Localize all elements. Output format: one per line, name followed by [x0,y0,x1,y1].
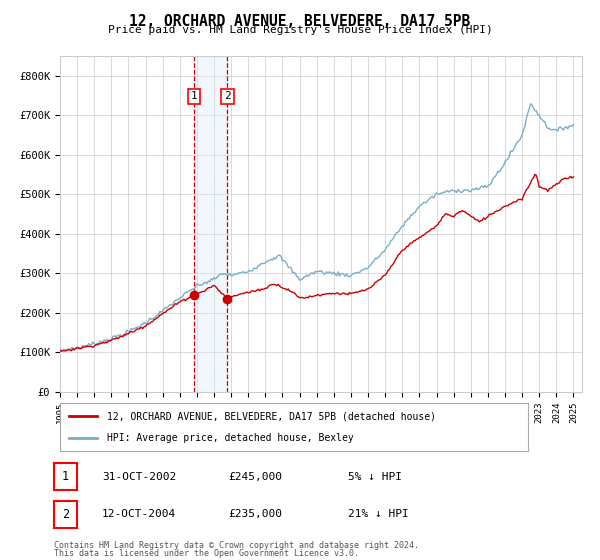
Text: 2: 2 [224,91,231,101]
Text: 1: 1 [191,91,197,101]
Text: 1: 1 [62,470,69,483]
Text: 12, ORCHARD AVENUE, BELVEDERE, DA17 5PB: 12, ORCHARD AVENUE, BELVEDERE, DA17 5PB [130,14,470,29]
Bar [194,56,227,392]
Text: 12-OCT-2004: 12-OCT-2004 [102,509,176,519]
Text: 2: 2 [62,507,69,521]
Text: Contains HM Land Registry data © Crown copyright and database right 2024.: Contains HM Land Registry data © Crown c… [54,541,419,550]
Text: 12, ORCHARD AVENUE, BELVEDERE, DA17 5PB (detached house): 12, ORCHARD AVENUE, BELVEDERE, DA17 5PB … [107,411,436,421]
Text: 5% ↓ HPI: 5% ↓ HPI [348,472,402,482]
Text: 31-OCT-2002: 31-OCT-2002 [102,472,176,482]
Text: This data is licensed under the Open Government Licence v3.0.: This data is licensed under the Open Gov… [54,549,359,558]
Text: 21% ↓ HPI: 21% ↓ HPI [348,509,409,519]
Text: £245,000: £245,000 [228,472,282,482]
Text: £235,000: £235,000 [228,509,282,519]
Text: HPI: Average price, detached house, Bexley: HPI: Average price, detached house, Bexl… [107,433,353,443]
Text: Price paid vs. HM Land Registry's House Price Index (HPI): Price paid vs. HM Land Registry's House … [107,25,493,35]
